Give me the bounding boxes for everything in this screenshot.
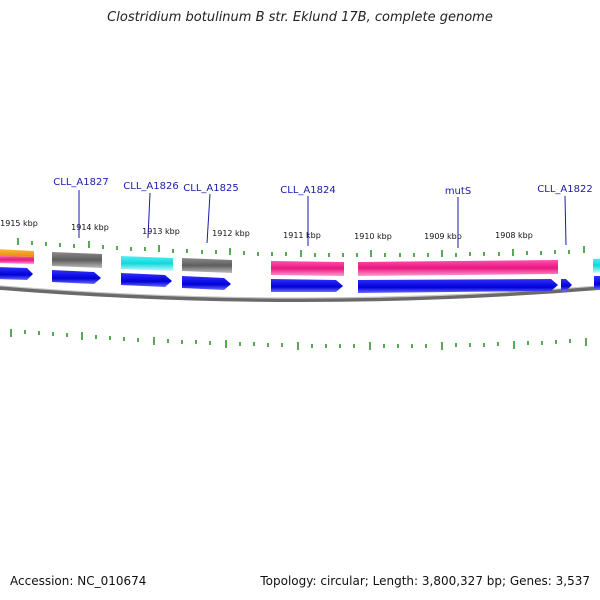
cds-arrow[interactable] <box>594 276 600 290</box>
kbp-label: 1913 kbp <box>142 227 180 236</box>
kbp-label: 1910 kbp <box>354 232 392 241</box>
gene-label-cll-a1827[interactable]: CLL_A1827 <box>53 177 108 188</box>
cds-arrow[interactable] <box>52 270 101 284</box>
kbp-label: 1909 kbp <box>424 232 462 241</box>
cds-arrow[interactable] <box>561 279 572 291</box>
feature-pink[interactable] <box>358 260 558 276</box>
feature-track <box>0 249 600 276</box>
cds-arrow[interactable] <box>182 276 231 290</box>
cds-arrow[interactable] <box>121 273 172 287</box>
feature-pink[interactable] <box>271 261 344 276</box>
kbp-labels: 1915 kbp 1914 kbp 1913 kbp 1912 kbp 1911… <box>0 219 533 241</box>
kbp-label: 1912 kbp <box>212 229 250 238</box>
kbp-label: 1915 kbp <box>0 219 38 228</box>
gene-label-cll-a1824[interactable]: CLL_A1824 <box>280 185 335 196</box>
cds-track <box>0 267 600 293</box>
upper-tick-ring <box>17 238 585 257</box>
topology-text: Topology: circular; Length: 3,800,327 bp… <box>260 574 590 588</box>
gene-labels: CLL_A1827 CLL_A1826 CLL_A1825 CLL_A1824 … <box>53 177 592 197</box>
kbp-label: 1914 kbp <box>71 223 109 232</box>
kbp-label: 1908 kbp <box>495 231 533 240</box>
lower-tick-ring <box>10 329 587 350</box>
leader-line <box>206 193 211 244</box>
gene-label-cll-a1825[interactable]: CLL_A1825 <box>183 183 238 194</box>
leader-line <box>147 192 151 239</box>
gene-label-cll-a1826[interactable]: CLL_A1826 <box>123 181 178 192</box>
accession-text: Accession: NC_010674 <box>10 574 147 588</box>
cds-arrow[interactable] <box>0 267 33 280</box>
gene-label-muts[interactable]: mutS <box>445 186 471 197</box>
gene-leaders <box>78 190 567 248</box>
feature-cyan[interactable] <box>121 256 173 271</box>
backbone-arc <box>0 285 600 302</box>
gene-label-cll-a1822[interactable]: CLL_A1822 <box>537 184 592 195</box>
feature-cyan[interactable] <box>593 258 600 273</box>
feature-gray[interactable] <box>182 258 232 273</box>
feature-gray[interactable] <box>52 252 102 268</box>
cds-arrow[interactable] <box>271 279 343 292</box>
leader-line <box>564 195 567 246</box>
map-title: Clostridium botulinum B str. Eklund 17B,… <box>107 10 493 25</box>
feature-pink[interactable] <box>0 256 34 264</box>
feature-orange[interactable] <box>0 249 34 257</box>
cds-arrow[interactable] <box>358 279 558 293</box>
kbp-label: 1911 kbp <box>283 231 321 240</box>
